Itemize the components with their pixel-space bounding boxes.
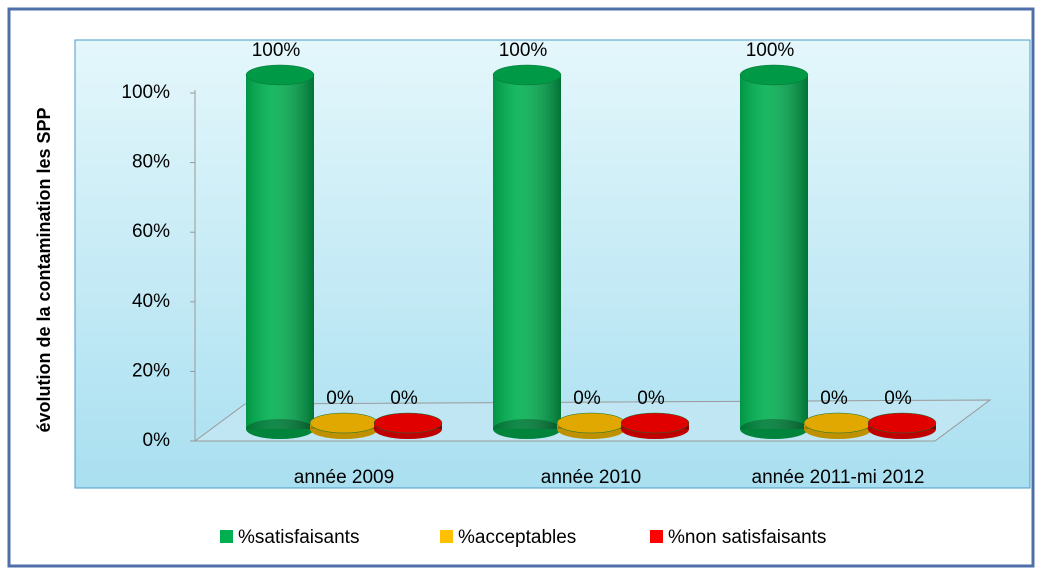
bar: [492, 64, 562, 439]
data-label: 0%: [573, 388, 601, 409]
bar-top-shade: [804, 413, 872, 433]
legend-label: %non satisfaisants: [668, 527, 826, 548]
bar-shade: [493, 75, 561, 429]
data-label: 100%: [499, 40, 548, 61]
bar-top-shade: [740, 65, 808, 85]
bar-top: [867, 412, 937, 434]
bar-top: [492, 64, 562, 86]
bar-top-shade: [621, 413, 689, 433]
legend-swatch: [650, 530, 663, 543]
bar: [739, 64, 809, 439]
bar: [373, 412, 443, 439]
x-tick-label: année 2009: [294, 467, 394, 488]
data-label: 0%: [637, 388, 665, 409]
y-tick-label: 40%: [132, 291, 170, 312]
bar-top-shade: [557, 413, 625, 433]
data-label: 0%: [390, 388, 418, 409]
bar-base-shade: [493, 419, 561, 439]
data-label: 100%: [252, 40, 301, 61]
bar-top-shade: [868, 413, 936, 433]
bar: [620, 412, 690, 439]
bar: [556, 412, 626, 439]
x-tick-label: année 2011-mi 2012: [752, 467, 925, 488]
bar-base-shade: [740, 419, 808, 439]
bar: [803, 412, 873, 439]
y-tick-label: 60%: [132, 221, 170, 242]
bar-base-shade: [246, 419, 314, 439]
legend-label: %acceptables: [458, 527, 576, 548]
bar-top: [620, 412, 690, 434]
data-label: 0%: [820, 388, 848, 409]
bar-shade: [246, 75, 314, 429]
bar: [245, 64, 315, 439]
bar-top-shade: [374, 413, 442, 433]
bar-top: [373, 412, 443, 434]
legend-label: %satisfaisants: [238, 527, 359, 548]
bar-top: [739, 64, 809, 86]
data-label: 100%: [746, 40, 795, 61]
y-tick-label: 100%: [121, 82, 170, 103]
bar: [867, 412, 937, 439]
legend-swatch: [440, 530, 453, 543]
y-tick-label: 80%: [132, 152, 170, 173]
bar: [309, 412, 379, 439]
y-tick-label: 20%: [132, 360, 170, 381]
y-tick-label: 0%: [143, 430, 171, 451]
bar-shade: [740, 75, 808, 429]
bar-top-shade: [310, 413, 378, 433]
bar-top-shade: [246, 65, 314, 85]
bar-top: [245, 64, 315, 86]
y-axis-label: évolution de la contamination les SPP: [34, 107, 54, 432]
data-label: 0%: [326, 388, 354, 409]
bar-top-shade: [493, 65, 561, 85]
data-label: 0%: [884, 388, 912, 409]
x-tick-label: année 2010: [541, 467, 641, 488]
legend-swatch: [220, 530, 233, 543]
